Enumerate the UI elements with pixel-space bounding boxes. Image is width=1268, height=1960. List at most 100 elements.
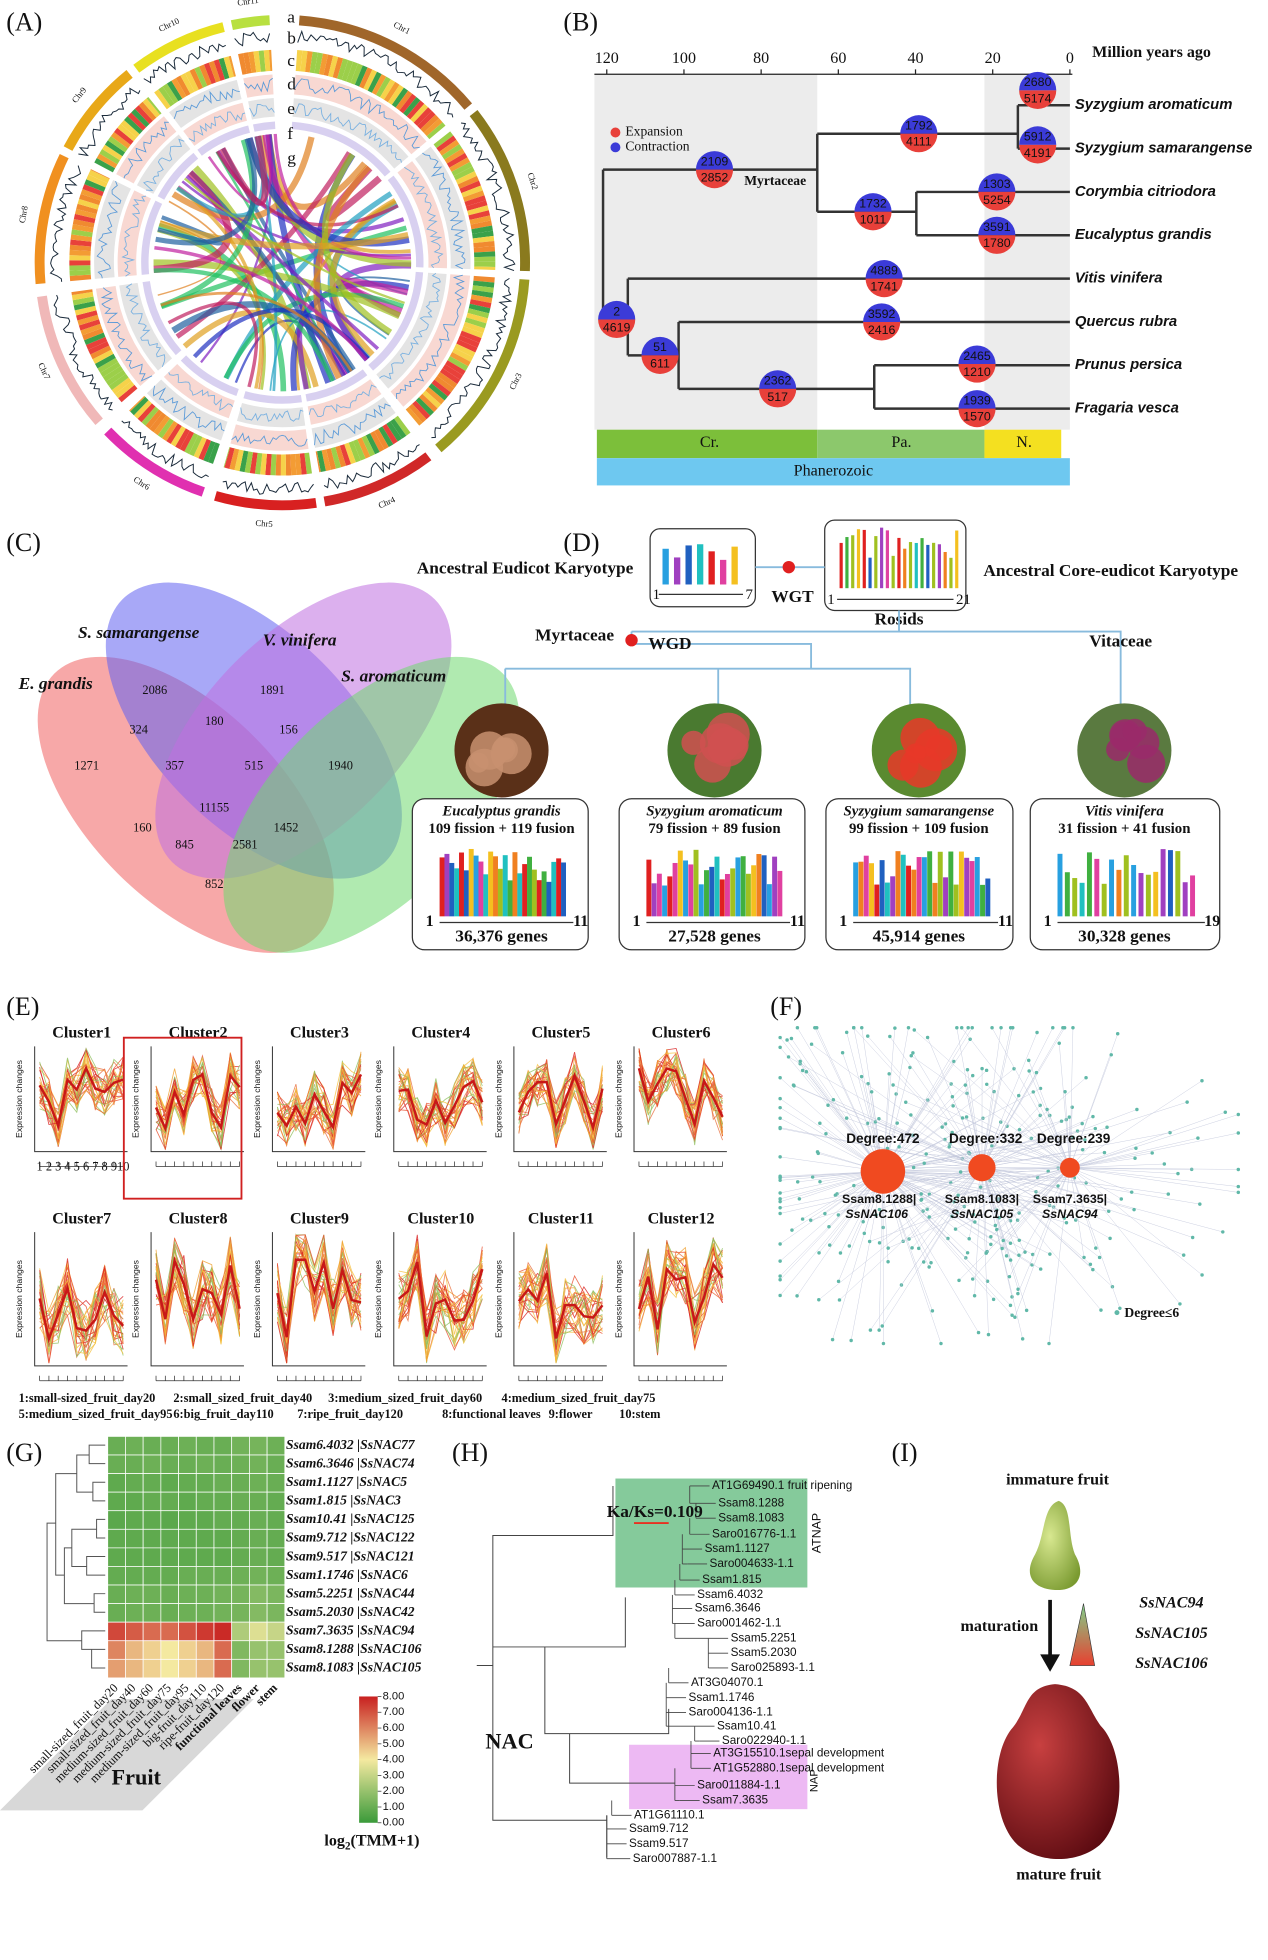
axes (513, 1046, 607, 1153)
heat-stripe (238, 53, 248, 75)
heat-stripe (468, 303, 491, 314)
axes (34, 1232, 128, 1367)
heat-stripe (166, 423, 182, 444)
y-axis-label: Expression changes (130, 1059, 140, 1138)
leaf-label: Ssam9.517 (629, 1837, 688, 1850)
heatmap-cell (266, 1603, 286, 1623)
axes (34, 1046, 128, 1153)
chromosome-arc (34, 153, 69, 285)
track-line (173, 88, 240, 120)
chromosome-label: Chr5 (255, 518, 273, 529)
heat-stripe (467, 205, 489, 216)
edge (956, 1027, 983, 1168)
edge (991, 1027, 1071, 1168)
track-label: d (287, 74, 296, 93)
heatmap-cell (266, 1584, 286, 1604)
edge (882, 1171, 1067, 1223)
track-label: f (287, 124, 293, 143)
node (999, 1026, 1003, 1030)
node (1236, 1184, 1241, 1189)
karyotype-bar (454, 868, 460, 917)
karyotype-bar (856, 529, 861, 589)
node (844, 1116, 849, 1120)
chromosome-arc (37, 295, 103, 425)
edge (926, 1153, 1070, 1168)
karyotype-bar (735, 857, 741, 917)
heat-stripe (223, 447, 231, 468)
edge (811, 1044, 983, 1168)
leaf-label: Ssam9.712 (629, 1822, 688, 1835)
density-track (53, 294, 113, 411)
node (885, 1146, 890, 1151)
row-label: Ssam8.1083 |SsNAC105 (286, 1660, 422, 1675)
heatmap-cell (178, 1454, 197, 1474)
edge (967, 1069, 983, 1168)
node (1016, 1291, 1020, 1296)
heat-stripe (473, 275, 495, 283)
karyotype-bar (964, 857, 970, 917)
node (1010, 1295, 1014, 1299)
node (989, 1242, 993, 1247)
node (894, 1092, 898, 1096)
photo-detail (905, 743, 926, 764)
node (795, 1180, 800, 1184)
heat-stripe (461, 185, 483, 198)
node (789, 1036, 794, 1041)
synteny-link (183, 177, 405, 305)
heat-stripe (224, 447, 235, 469)
heat-stripe (471, 289, 494, 299)
heat-stripe (352, 439, 366, 461)
node (906, 1026, 911, 1030)
row-label: Ssam1.815 |SsNAC3 (286, 1493, 401, 1508)
track-f (291, 121, 391, 177)
heat-stripe (439, 368, 461, 385)
heat-stripe (461, 326, 484, 339)
track-line (314, 403, 391, 446)
synteny-link (176, 186, 263, 389)
karyotype-bar (517, 873, 523, 917)
node (1178, 1302, 1182, 1306)
x-tick-label: 6 (83, 1160, 89, 1174)
legend-item: 1:small-sized_fruit_day20 (19, 1391, 156, 1405)
legend-item: 7:ripe_fruit_day120 (297, 1407, 403, 1421)
heatmap-cell (213, 1547, 233, 1567)
y-axis-label: Expression changes (130, 1259, 140, 1338)
heat-stripe (162, 83, 179, 104)
heat-stripe (88, 169, 110, 184)
mean-line (637, 1261, 724, 1330)
profile-line (39, 1063, 124, 1128)
node (800, 1217, 805, 1221)
heatmap-cell (231, 1491, 250, 1512)
leaf-label: Ssam6.4032 (697, 1588, 763, 1601)
heatmap-cell (107, 1566, 126, 1586)
mean-line (276, 1073, 363, 1131)
heat-stripe (105, 369, 126, 386)
node (924, 1152, 928, 1156)
contraction-count: 2465 (963, 349, 991, 363)
node (1106, 1209, 1111, 1214)
heat-stripe (449, 157, 471, 172)
karyotype-bar (908, 542, 913, 589)
heat-stripe (248, 51, 257, 74)
edge (974, 1167, 983, 1296)
node (1062, 1216, 1067, 1220)
karyotype-bar (1123, 855, 1129, 917)
heat-stripe (285, 454, 292, 476)
x-tick-label: 7 (92, 1160, 98, 1174)
cluster-title: Cluster4 (411, 1025, 470, 1042)
edge (879, 1167, 983, 1244)
panel-label: (G) (6, 1438, 42, 1467)
edge (1017, 1167, 1071, 1294)
node (946, 1236, 950, 1241)
karyotype-bar (869, 863, 875, 917)
heatmap-cell (125, 1528, 144, 1549)
heat-stripe (359, 67, 373, 89)
node (1236, 1112, 1241, 1117)
heat-stripe (69, 255, 91, 261)
node (1071, 1026, 1075, 1030)
expansion-count: 1780 (983, 236, 1011, 250)
legend-item: 6:big_fruit_day110 (173, 1407, 273, 1421)
karyotype-bar (943, 877, 949, 917)
karyotype-bar (777, 870, 783, 917)
karyotype-bar (1109, 859, 1115, 917)
